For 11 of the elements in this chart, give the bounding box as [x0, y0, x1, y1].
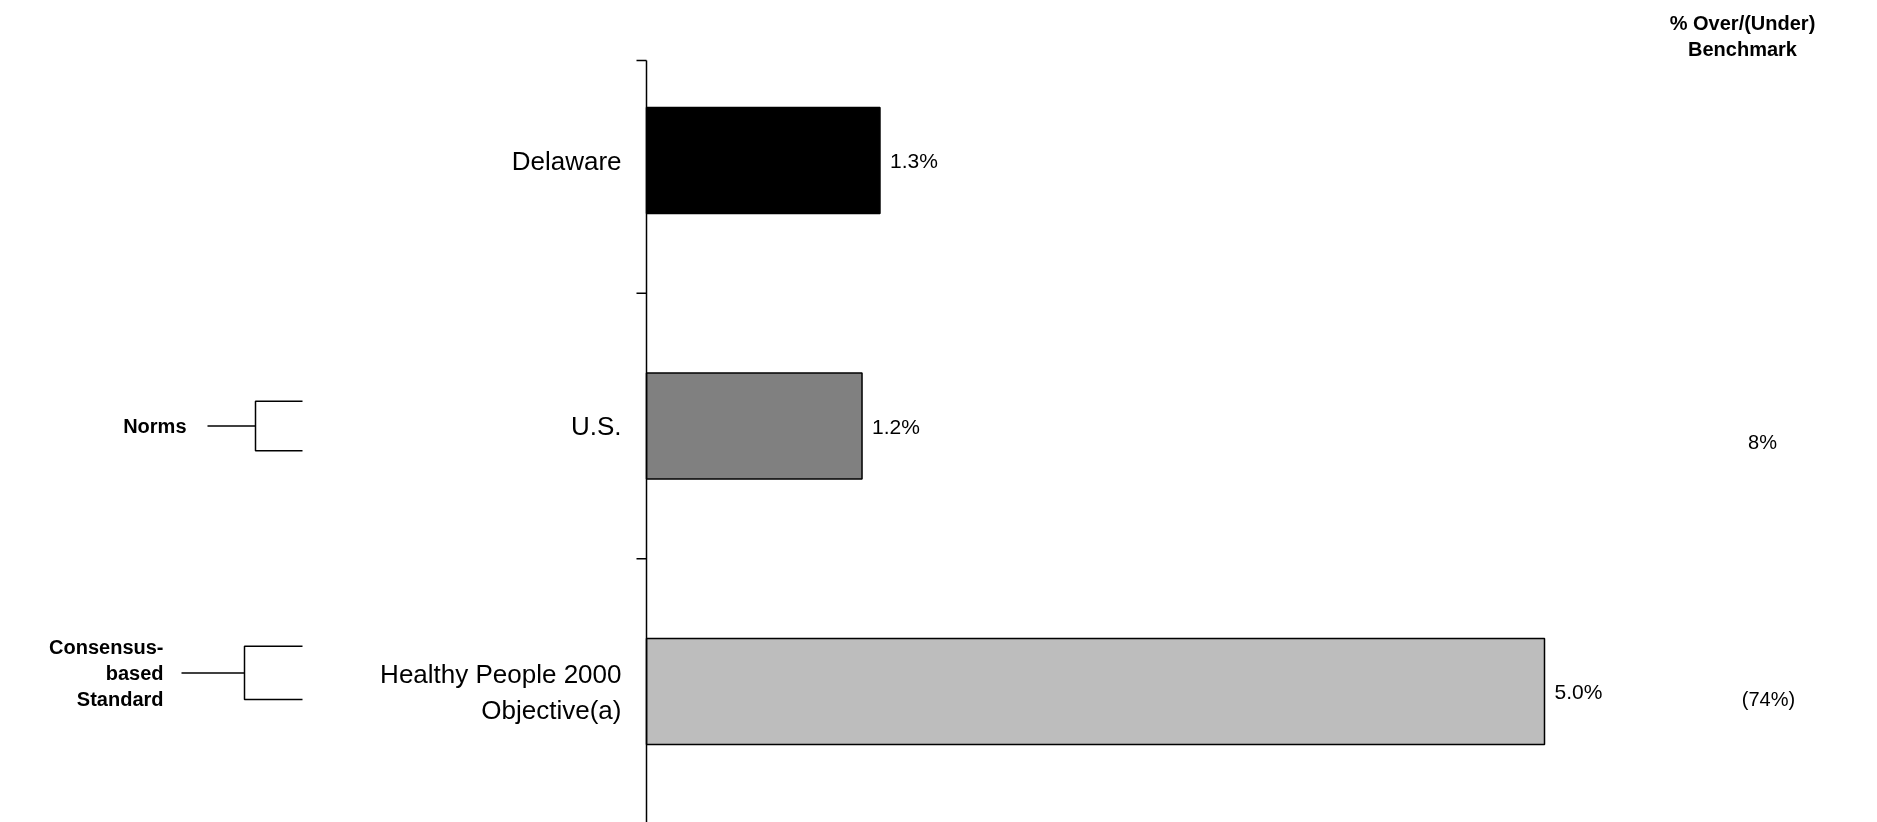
data-label: 5.0%: [1554, 680, 1603, 703]
y-tick-label: Delaware: [511, 145, 622, 176]
text: Consensus- based Standard: [49, 635, 164, 711]
data-label: 1.2%: [872, 414, 920, 438]
text: Norms: [123, 415, 187, 437]
y-tick-label: U.S.: [570, 411, 622, 441]
text: % Over/(Under) Benchmark: [1669, 11, 1816, 60]
y-tick-label: Healthy People 2000 Objective(a): [380, 658, 622, 725]
text: (74%): [1741, 688, 1796, 711]
data-label: 1.3%: [889, 149, 938, 172]
text: 8%: [1748, 430, 1778, 453]
